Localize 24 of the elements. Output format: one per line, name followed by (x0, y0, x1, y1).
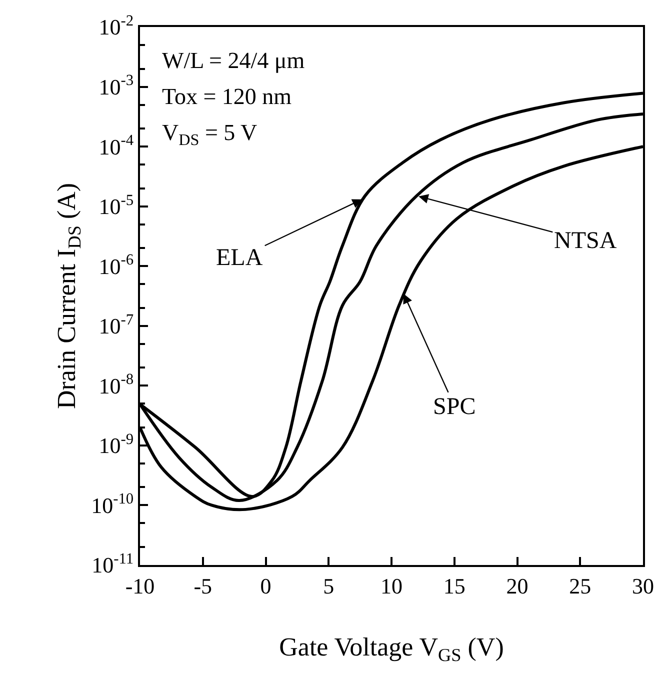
y-tick-label: 10$^{-4}$ (98, 132, 134, 160)
y-tick-label: 10$^{-8}$ (98, 371, 134, 398)
x-tick-label: 15 (443, 573, 466, 598)
x-tick-label: 10 (380, 573, 402, 598)
y-tick-label: 10$^{-5}$ (98, 192, 134, 220)
x-tick-label: 25 (569, 573, 592, 598)
x-tick-label: -5 (194, 573, 212, 598)
y-tick-label: 10$^{-7}$ (98, 311, 134, 339)
y-tick-label: 10$^{-6}$ (98, 252, 134, 279)
x-tick-label: 30 (632, 573, 654, 598)
annotation: SPC (433, 394, 476, 420)
y-tick-label: 10$^{-3}$ (98, 72, 134, 100)
annotation: V$_{DS}$ = 5 V (162, 120, 258, 149)
annotation: ELA (216, 245, 264, 271)
y-tick-label: 10$^{-9}$ (98, 430, 134, 458)
x-tick-label: 20 (506, 573, 528, 598)
y-tick-label: 10$^{-10}$ (91, 490, 134, 518)
x-axis-title: Gate Voltage V$_{GS}$ (V) (279, 632, 504, 666)
y-tick-label: 10$^{-2}$ (98, 12, 134, 40)
annotation: W/L = 24/4 μm (162, 48, 305, 73)
x-tick-label: 5 (323, 573, 334, 598)
x-tick-label: 0 (260, 573, 272, 598)
annotation: NTSA (554, 228, 618, 254)
annotation: Tox = 120 nm (162, 84, 292, 109)
